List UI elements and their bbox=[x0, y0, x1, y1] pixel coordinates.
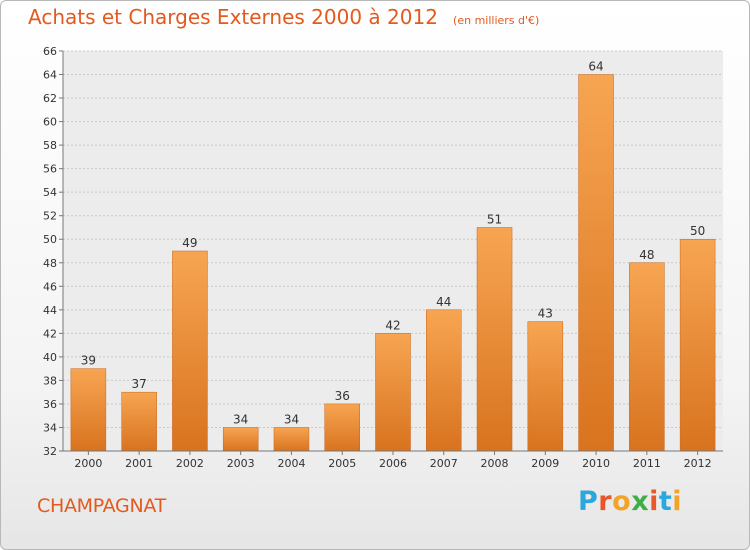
y-tick-label: 36 bbox=[43, 398, 57, 411]
bar-value-label: 42 bbox=[385, 318, 400, 332]
y-tick-label: 62 bbox=[43, 92, 57, 105]
chart-subtitle: (en milliers d'€) bbox=[453, 14, 540, 27]
bar-value-label: 34 bbox=[233, 412, 248, 426]
bar bbox=[375, 333, 411, 452]
y-tick-label: 56 bbox=[43, 163, 57, 176]
logo-letter: t bbox=[658, 486, 673, 517]
logo-letter: r bbox=[598, 486, 613, 517]
bar-value-label: 51 bbox=[487, 212, 502, 226]
y-tick-label: 54 bbox=[43, 186, 57, 199]
y-tick-label: 32 bbox=[43, 445, 57, 458]
y-tick-label: 46 bbox=[43, 280, 57, 293]
bar-value-label: 39 bbox=[81, 354, 96, 368]
title-row: Achats et Charges Externes 2000 à 2012 (… bbox=[28, 5, 539, 29]
x-tick-label: 2007 bbox=[430, 457, 458, 470]
y-tick-label: 58 bbox=[43, 139, 57, 152]
bar bbox=[121, 391, 157, 452]
x-tick-label: 2005 bbox=[328, 457, 356, 470]
x-tick-label: 2012 bbox=[684, 457, 712, 470]
bar bbox=[578, 74, 614, 452]
bar bbox=[476, 227, 513, 452]
x-tick-label: 2000 bbox=[74, 457, 102, 470]
x-tick-label: 2002 bbox=[176, 457, 204, 470]
x-tick-label: 2001 bbox=[125, 457, 153, 470]
x-tick-label: 2006 bbox=[379, 457, 407, 470]
bar bbox=[172, 250, 208, 452]
bar bbox=[222, 427, 259, 452]
x-tick-label: 2009 bbox=[531, 457, 559, 470]
y-tick-label: 40 bbox=[43, 351, 57, 364]
y-tick-label: 44 bbox=[43, 304, 57, 317]
bar bbox=[324, 403, 360, 452]
x-tick-label: 2008 bbox=[481, 457, 509, 470]
y-tick-label: 38 bbox=[43, 374, 57, 387]
bar-value-label: 34 bbox=[284, 412, 299, 426]
x-tick-label: 2004 bbox=[277, 457, 305, 470]
y-tick-label: 48 bbox=[43, 257, 57, 270]
bar-value-label: 49 bbox=[182, 236, 197, 250]
x-tick-label: 2003 bbox=[227, 457, 255, 470]
bar-value-label: 44 bbox=[436, 295, 451, 309]
bar-value-label: 43 bbox=[538, 307, 553, 321]
proxiti-logo: Proxiti bbox=[578, 486, 682, 517]
bar-value-label: 50 bbox=[690, 224, 705, 238]
y-tick-label: 64 bbox=[43, 69, 57, 82]
y-tick-label: 34 bbox=[43, 421, 57, 434]
bar bbox=[527, 321, 564, 452]
y-tick-label: 42 bbox=[43, 327, 57, 340]
bar bbox=[679, 238, 716, 452]
bar-value-label: 64 bbox=[588, 60, 603, 74]
y-tick-label: 60 bbox=[43, 116, 57, 129]
bar-value-label: 48 bbox=[639, 248, 654, 262]
commune-name: CHAMPAGNAT bbox=[37, 495, 166, 517]
logo-letter: i bbox=[672, 486, 683, 517]
bar bbox=[426, 309, 462, 452]
logo-letter: o bbox=[612, 486, 632, 517]
x-tick-label: 2010 bbox=[582, 457, 610, 470]
y-tick-label: 66 bbox=[43, 45, 57, 58]
bar-value-label: 37 bbox=[132, 377, 147, 391]
bar bbox=[273, 427, 310, 452]
bar-value-label: 36 bbox=[335, 389, 350, 403]
y-tick-label: 52 bbox=[43, 210, 57, 223]
logo-letter: P bbox=[578, 486, 599, 517]
bar bbox=[629, 262, 665, 452]
logo-letter: x bbox=[631, 486, 650, 517]
bar bbox=[70, 368, 107, 452]
y-tick-label: 50 bbox=[43, 233, 57, 246]
logo-letter: i bbox=[649, 486, 659, 517]
x-tick-label: 2011 bbox=[633, 457, 661, 470]
chart-title: Achats et Charges Externes 2000 à 2012 bbox=[28, 5, 438, 29]
